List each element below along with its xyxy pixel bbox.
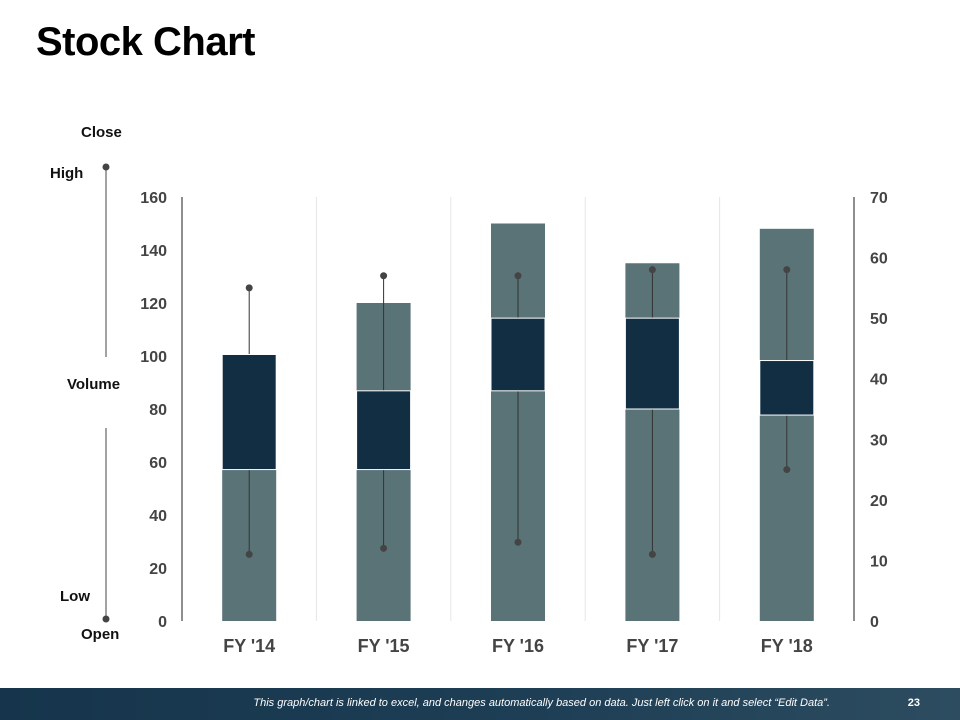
legend-volume-label: Volume	[67, 376, 120, 393]
x-tick-label: FY '18	[761, 636, 813, 656]
left-tick-label: 20	[149, 561, 167, 578]
left-tick-label: 0	[158, 614, 167, 631]
right-tick-label: 0	[870, 614, 879, 631]
high-marker	[380, 272, 388, 280]
legend-low-label: Low	[60, 588, 90, 605]
footer-bar: This graph/chart is linked to excel, and…	[0, 688, 960, 720]
candle-body	[759, 360, 815, 416]
legend-close-label: Close	[81, 124, 122, 141]
high-marker	[514, 272, 522, 280]
x-tick-label: FY '16	[492, 636, 544, 656]
candle-body	[624, 317, 680, 410]
low-marker	[380, 544, 388, 552]
legend-high-label: High	[50, 165, 83, 182]
left-tick-label: 100	[140, 349, 167, 366]
high-marker	[245, 284, 253, 292]
legend-open-label: Open	[81, 626, 119, 643]
left-tick-label: 40	[149, 508, 167, 525]
right-tick-label: 50	[870, 311, 888, 328]
candle-body	[221, 353, 277, 471]
stock-chart: FY '14 FY '15 FY '16 FY '17 FY '18 0 20 40 60 80 1…	[50, 124, 888, 656]
x-tick-label: FY '17	[626, 636, 678, 656]
left-tick-label: 120	[140, 296, 167, 313]
right-tick-label: 10	[870, 553, 888, 570]
high-marker	[648, 266, 656, 274]
x-tick-label: FY '14	[223, 636, 275, 656]
right-tick-label: 40	[870, 372, 888, 389]
candle-body	[490, 317, 546, 392]
right-tick-label: 30	[870, 432, 888, 449]
page-number: 23	[907, 697, 920, 709]
left-tick-label: 80	[149, 402, 167, 419]
page-title: Stock Chart	[36, 20, 256, 64]
low-marker	[648, 550, 656, 558]
left-tick-label: 60	[149, 455, 167, 472]
x-tick-label: FY '15	[358, 636, 410, 656]
right-tick-label: 70	[870, 190, 888, 207]
left-tick-label: 160	[140, 190, 167, 207]
right-tick-label: 60	[870, 251, 888, 268]
right-tick-label: 20	[870, 493, 888, 510]
legend-low-marker	[102, 615, 110, 623]
footer-note: This graph/chart is linked to excel, and…	[253, 697, 830, 709]
low-marker	[783, 466, 791, 474]
low-marker	[514, 538, 522, 546]
low-marker	[245, 550, 253, 558]
high-marker	[783, 266, 791, 274]
left-tick-label: 140	[140, 243, 167, 260]
candle-body	[356, 390, 412, 471]
